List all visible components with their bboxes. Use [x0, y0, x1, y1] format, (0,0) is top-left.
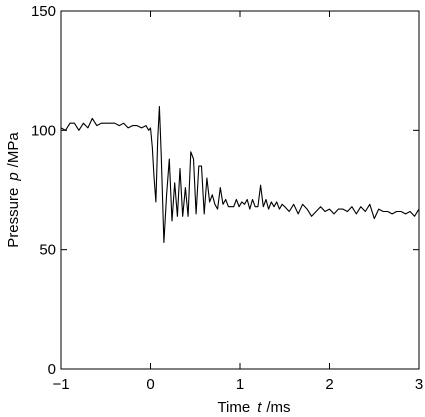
- y-tick-label: 150: [31, 3, 56, 20]
- x-tick-label: 2: [325, 376, 333, 393]
- series-line: [60, 105, 420, 244]
- y-tick-label: 50: [39, 242, 56, 259]
- plot-frame: [60, 10, 420, 370]
- x-tick-label: 1: [236, 376, 244, 393]
- x-tick-label: −1: [52, 376, 69, 393]
- y-axis-ticks: 0 50 100 150: [31, 3, 419, 378]
- y-axis-label: Pressurep/MPa: [5, 132, 22, 248]
- y-tick-label: 100: [31, 122, 56, 139]
- x-tick-label: 0: [146, 376, 154, 393]
- y-tick-label: 0: [48, 361, 56, 378]
- x-axis-label: Time t/ms: [217, 399, 290, 416]
- x-axis-ticks: −1 0 1 2 3: [52, 11, 423, 393]
- x-tick-label: 3: [415, 376, 423, 393]
